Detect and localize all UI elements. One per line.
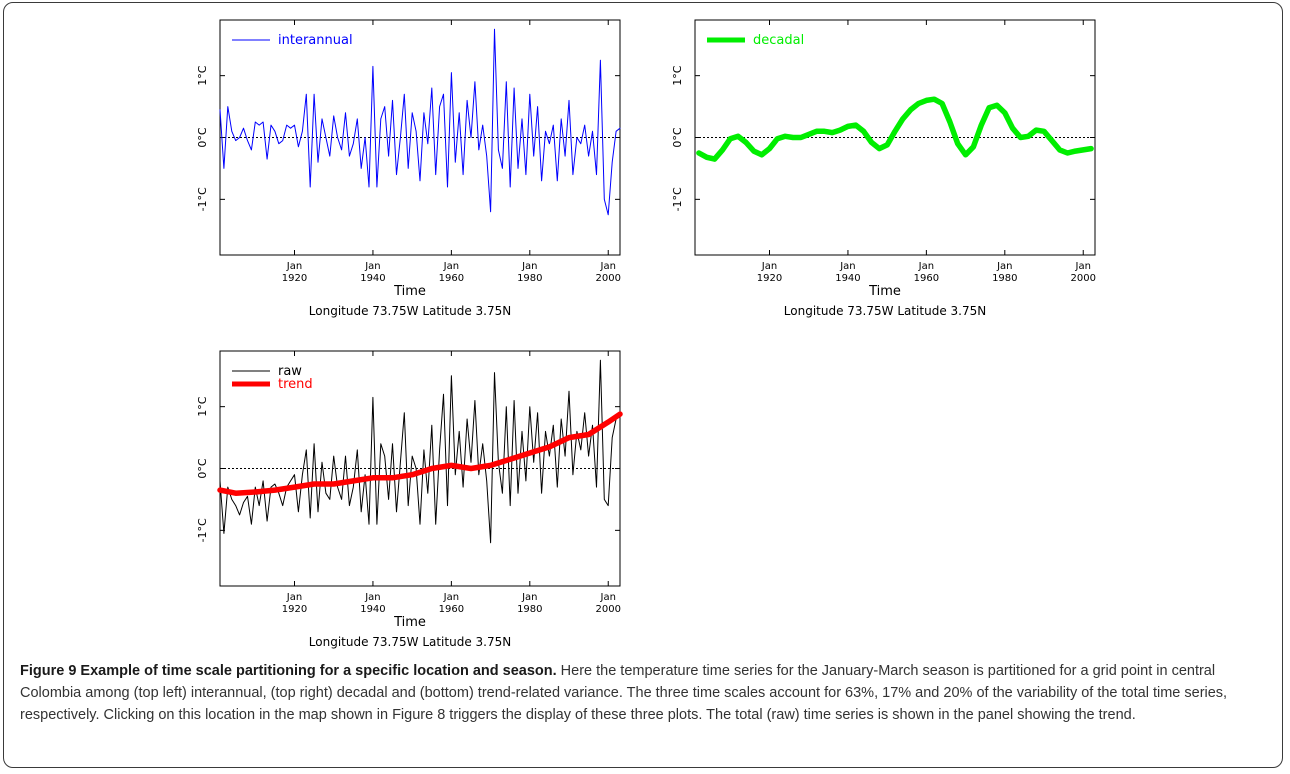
series-decadal-line [696, 96, 1094, 162]
x-tick-month: Jan [600, 592, 616, 603]
location-label: Longitude 73.75W Latitude 3.75N [309, 635, 511, 649]
x-tick-month: Jan [443, 261, 459, 272]
x-tick-month: Jan [1075, 261, 1091, 272]
legend-raw-label: raw [278, 364, 302, 379]
x-tick-year: 1980 [517, 604, 542, 615]
interannual-chart: 1°C0°C-1°CJan1920Jan1940Jan1960Jan1980Ja… [196, 19, 621, 318]
figure-caption: Figure 9 Example of time scale partition… [20, 660, 1270, 726]
caption-text: Here the temperature time series for the… [20, 663, 1228, 723]
x-tick-year: 1960 [439, 273, 464, 284]
trend-chart: 1°C0°C-1°CJan1920Jan1940Jan1960Jan1980Ja… [196, 350, 623, 649]
legend-trend-label: trend [278, 377, 313, 392]
location-label: Longitude 73.75W Latitude 3.75N [784, 304, 986, 318]
x-axis-title: Time [393, 284, 426, 299]
y-tick-label: -1°C [196, 187, 209, 211]
x-tick-month: Jan [443, 592, 459, 603]
x-tick-year: 1940 [360, 604, 385, 615]
x-tick-month: Jan [286, 592, 302, 603]
x-tick-year: 2000 [596, 273, 621, 284]
x-tick-month: Jan [286, 261, 302, 272]
y-tick-label: 1°C [196, 396, 209, 416]
legend-interannual-label: interannual [278, 33, 353, 48]
series-interannual-line [219, 28, 621, 216]
x-tick-month: Jan [600, 261, 616, 272]
x-tick-month: Jan [521, 261, 537, 272]
x-tick-year: 1940 [360, 273, 385, 284]
x-tick-year: 1920 [282, 604, 307, 615]
x-tick-year: 1920 [757, 273, 782, 284]
y-tick-label: 1°C [671, 65, 684, 85]
figure-frame [3, 2, 1283, 768]
x-tick-year: 1960 [914, 273, 939, 284]
x-tick-month: Jan [761, 261, 777, 272]
x-tick-year: 2000 [1071, 273, 1096, 284]
legend-decadal-label: decadal [753, 33, 804, 48]
x-axis-title: Time [393, 615, 426, 630]
x-tick-year: 2000 [596, 604, 621, 615]
figure-title: Figure 9 Example of time scale partition… [20, 663, 557, 679]
x-tick-year: 1980 [517, 273, 542, 284]
y-tick-label: 1°C [196, 65, 209, 85]
x-tick-month: Jan [521, 592, 537, 603]
x-tick-year: 1960 [439, 604, 464, 615]
x-tick-month: Jan [364, 592, 380, 603]
x-tick-month: Jan [364, 261, 380, 272]
x-tick-month: Jan [839, 261, 855, 272]
y-tick-label: 0°C [196, 458, 209, 478]
y-tick-label: 0°C [196, 127, 209, 147]
y-tick-label: -1°C [196, 518, 209, 542]
series-trend-line [217, 411, 623, 496]
x-tick-month: Jan [996, 261, 1012, 272]
location-label: Longitude 73.75W Latitude 3.75N [309, 304, 511, 318]
y-tick-label: 0°C [671, 127, 684, 147]
decadal-chart: 1°C0°C-1°CJan1920Jan1940Jan1960Jan1980Ja… [671, 19, 1096, 318]
x-tick-year: 1920 [282, 273, 307, 284]
x-axis-title: Time [868, 284, 901, 299]
x-tick-month: Jan [918, 261, 934, 272]
x-tick-year: 1980 [992, 273, 1017, 284]
y-tick-label: -1°C [671, 187, 684, 211]
x-tick-year: 1940 [835, 273, 860, 284]
